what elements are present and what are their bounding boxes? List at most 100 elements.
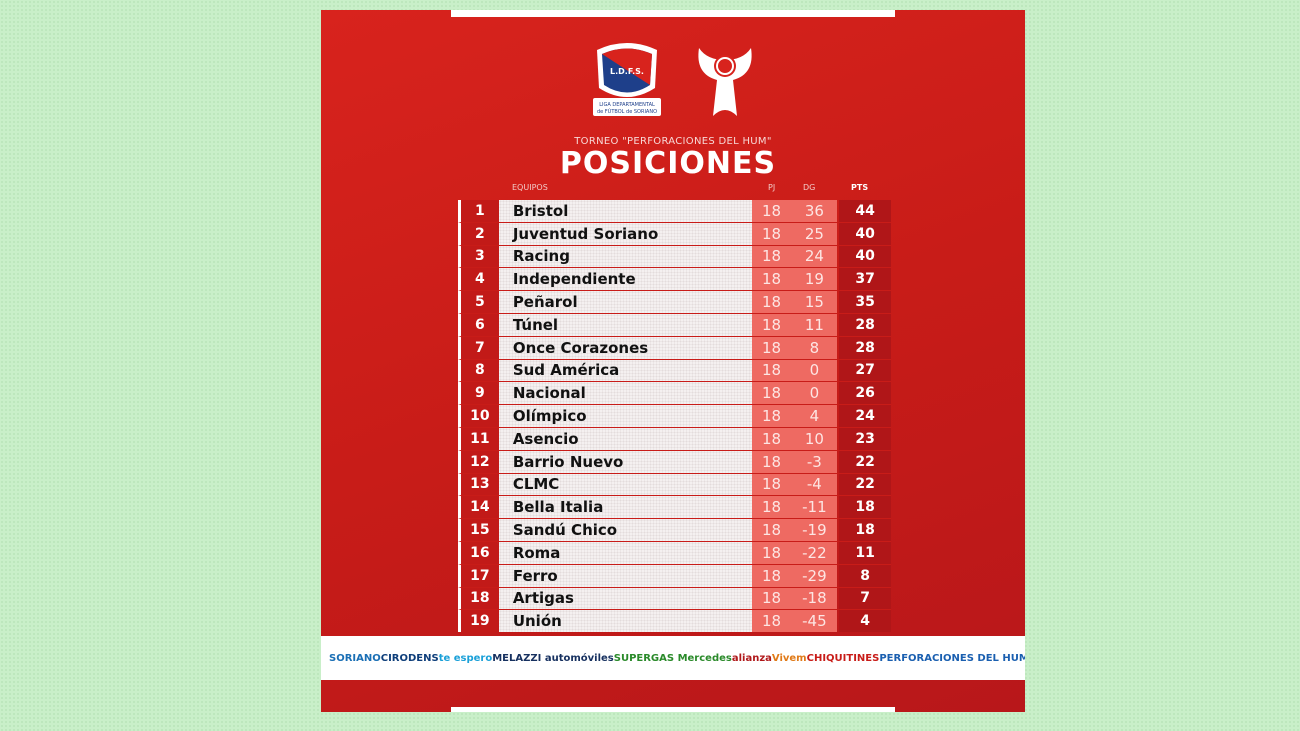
table-row: 2 Juventud Soriano 18 25 40 bbox=[458, 221, 891, 245]
pj-cell: 18 bbox=[751, 427, 792, 450]
pts-cell: 11 bbox=[839, 541, 891, 564]
team-cell: Racing bbox=[498, 245, 752, 268]
pts-cell: 24 bbox=[839, 405, 891, 427]
team-cell: Roma bbox=[498, 541, 752, 564]
dg-cell: -11 bbox=[791, 496, 838, 519]
dg-cell: 8 bbox=[791, 336, 838, 359]
team-cell: Bristol bbox=[498, 200, 752, 222]
rank-cell: 17 bbox=[461, 564, 499, 587]
table-row: 6 Túnel 18 11 28 bbox=[458, 312, 891, 336]
table-row: 3 Racing 18 24 40 bbox=[458, 244, 891, 268]
pts-cell: 28 bbox=[839, 336, 891, 359]
pts-cell: 27 bbox=[839, 359, 891, 382]
team-cell: Ferro bbox=[498, 564, 752, 587]
pj-cell: 18 bbox=[751, 519, 792, 541]
dg-cell: 10 bbox=[791, 427, 838, 450]
dg-cell: 11 bbox=[791, 313, 838, 336]
sponsors-bar: SORIANO CIRODENS te espero MELAZZI automóvi… bbox=[321, 636, 1025, 680]
dg-cell: -18 bbox=[791, 587, 838, 610]
sponsor-logo: te espero bbox=[438, 652, 493, 664]
sponsor-logo: CHIQUITINES bbox=[806, 652, 880, 664]
trophy-logo bbox=[698, 48, 752, 116]
rank-cell: 8 bbox=[461, 359, 499, 382]
rank-cell: 7 bbox=[461, 336, 499, 359]
table-row: 14 Bella Italia 18 -11 18 bbox=[458, 495, 891, 519]
team-cell: Sud América bbox=[498, 359, 752, 382]
rank-cell: 6 bbox=[461, 313, 499, 336]
team-cell: Artigas bbox=[498, 587, 752, 610]
page-title: POSICIONES bbox=[559, 146, 777, 181]
svg-text:L.D.F.S.: L.D.F.S. bbox=[610, 67, 644, 76]
rank-cell: 12 bbox=[461, 450, 499, 473]
team-cell: Olímpico bbox=[498, 405, 752, 427]
pts-cell: 35 bbox=[839, 291, 891, 313]
table-row: 1 Bristol 18 36 44 bbox=[458, 200, 891, 222]
header-team: EQUIPOS bbox=[512, 183, 548, 192]
dg-cell: 4 bbox=[791, 405, 838, 427]
table-row: 11 Asencio 18 10 23 bbox=[458, 426, 891, 450]
pj-cell: 18 bbox=[751, 587, 792, 610]
team-cell: Unión bbox=[498, 610, 752, 633]
pts-cell: 40 bbox=[839, 222, 891, 245]
rank-cell: 3 bbox=[461, 245, 499, 268]
rank-cell: 2 bbox=[461, 222, 499, 245]
svg-text:LIGA DEPARTAMENTAL: LIGA DEPARTAMENTAL bbox=[599, 102, 655, 108]
team-cell: Túnel bbox=[498, 313, 752, 336]
header-pts: PTS bbox=[851, 183, 869, 192]
pts-cell: 22 bbox=[839, 450, 891, 473]
rank-cell: 5 bbox=[461, 291, 499, 313]
pts-cell: 26 bbox=[839, 382, 891, 405]
table-row: 19 Unión 18 -45 4 bbox=[458, 609, 891, 633]
team-cell: Juventud Soriano bbox=[498, 222, 752, 245]
sponsor-logo: CIRODENS bbox=[380, 652, 439, 664]
rank-cell: 11 bbox=[461, 427, 499, 450]
standings-poster: L.D.F.S. LIGA DEPARTAMENTAL de FÚTBOL de… bbox=[321, 10, 1025, 712]
sponsor-logo: PERFORACIONES DEL HUM bbox=[879, 652, 1025, 664]
team-cell: Nacional bbox=[498, 382, 752, 405]
pj-cell: 18 bbox=[751, 336, 792, 359]
league-crest-logo: L.D.F.S. LIGA DEPARTAMENTAL de FÚTBOL de… bbox=[593, 43, 661, 116]
dg-cell: 0 bbox=[791, 382, 838, 405]
pts-cell: 40 bbox=[839, 245, 891, 268]
table-row: 12 Barrio Nuevo 18 -3 22 bbox=[458, 449, 891, 473]
team-cell: Asencio bbox=[498, 427, 752, 450]
dg-cell: 25 bbox=[791, 222, 838, 245]
dg-cell: -29 bbox=[791, 564, 838, 587]
sponsor-logo: SORIANO bbox=[329, 652, 381, 664]
rank-cell: 18 bbox=[461, 587, 499, 610]
table-row: 7 Once Corazones 18 8 28 bbox=[458, 335, 891, 359]
pj-cell: 18 bbox=[751, 268, 792, 291]
header-pj: PJ bbox=[768, 183, 776, 192]
rank-cell: 1 bbox=[461, 200, 499, 222]
sponsor-logo: Vivem bbox=[771, 652, 807, 664]
dg-cell: 24 bbox=[791, 245, 838, 268]
table-row: 18 Artigas 18 -18 7 bbox=[458, 586, 891, 610]
team-cell: Sandú Chico bbox=[498, 519, 752, 541]
pts-cell: 18 bbox=[839, 519, 891, 541]
dg-cell: 19 bbox=[791, 268, 838, 291]
rank-cell: 9 bbox=[461, 382, 499, 405]
rank-cell: 19 bbox=[461, 610, 499, 633]
header-dg: DG bbox=[803, 183, 816, 192]
table-row: 16 Roma 18 -22 11 bbox=[458, 540, 891, 564]
pts-cell: 18 bbox=[839, 496, 891, 519]
pj-cell: 18 bbox=[751, 200, 792, 222]
table-row: 5 Peñarol 18 15 35 bbox=[458, 290, 891, 313]
pts-cell: 8 bbox=[839, 564, 891, 587]
pj-cell: 18 bbox=[751, 541, 792, 564]
table-row: 8 Sud América 18 0 27 bbox=[458, 358, 891, 382]
table-row: 13 CLMC 18 -4 22 bbox=[458, 472, 891, 496]
top-bar bbox=[451, 10, 895, 17]
table-row: 10 Olímpico 18 4 24 bbox=[458, 404, 891, 427]
team-cell: Barrio Nuevo bbox=[498, 450, 752, 473]
dg-cell: -22 bbox=[791, 541, 838, 564]
rank-cell: 14 bbox=[461, 496, 499, 519]
team-cell: CLMC bbox=[498, 473, 752, 496]
sponsor-logo: alianza bbox=[731, 652, 772, 664]
standings-table: 1 Bristol 18 36 44 2 Juventud Soriano 18 25 40 3 Ra… bbox=[458, 200, 891, 633]
dg-cell: 15 bbox=[791, 291, 838, 313]
table-row: 4 Independiente 18 19 37 bbox=[458, 267, 891, 291]
pts-cell: 37 bbox=[839, 268, 891, 291]
pts-cell: 4 bbox=[839, 610, 891, 633]
pts-cell: 23 bbox=[839, 427, 891, 450]
